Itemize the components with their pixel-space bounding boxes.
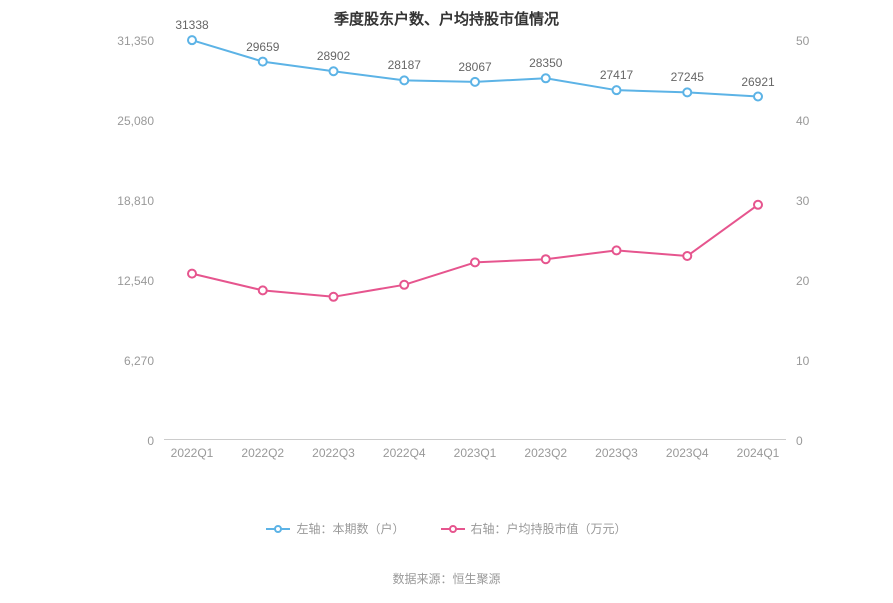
legend-marker	[266, 524, 290, 534]
series-marker	[754, 201, 762, 209]
y-left-tick: 12,540	[94, 274, 154, 288]
data-label: 29659	[246, 40, 279, 54]
series-marker	[471, 78, 479, 86]
data-label: 31338	[175, 18, 208, 32]
legend-marker	[441, 524, 465, 534]
series-marker	[542, 74, 550, 82]
plot-area	[164, 40, 786, 440]
data-label: 26921	[741, 75, 774, 89]
legend-item: 右轴：户均持股市值（万元）	[441, 520, 627, 537]
y-right-tick: 50	[796, 34, 836, 48]
y-right-tick: 20	[796, 274, 836, 288]
data-label: 27417	[600, 68, 633, 82]
series-marker	[613, 86, 621, 94]
legend-label: 左轴：本期数（户）	[296, 520, 404, 537]
y-right-tick: 40	[796, 114, 836, 128]
plot-svg	[164, 40, 786, 440]
x-tick: 2023Q4	[652, 446, 722, 460]
y-left-tick: 18,810	[94, 194, 154, 208]
x-tick: 2022Q2	[228, 446, 298, 460]
x-tick: 2022Q3	[299, 446, 369, 460]
x-tick: 2024Q1	[723, 446, 793, 460]
series-marker	[400, 76, 408, 84]
series-marker	[330, 67, 338, 75]
legend-label: 右轴：户均持股市值（万元）	[471, 520, 627, 537]
y-right-tick: 30	[796, 194, 836, 208]
data-label: 28350	[529, 56, 562, 70]
x-tick: 2023Q3	[582, 446, 652, 460]
y-right-tick: 10	[796, 354, 836, 368]
x-tick: 2023Q1	[440, 446, 510, 460]
series-marker	[259, 286, 267, 294]
y-left-tick: 31,350	[94, 34, 154, 48]
y-left-tick: 0	[94, 434, 154, 448]
series-marker	[754, 93, 762, 101]
series-marker	[188, 270, 196, 278]
series-marker	[613, 246, 621, 254]
series-marker	[400, 281, 408, 289]
data-label: 27245	[671, 70, 704, 84]
legend: 左轴：本期数（户） 右轴：户均持股市值（万元）	[0, 520, 893, 537]
y-left-tick: 6,270	[94, 354, 154, 368]
y-right-tick: 0	[796, 434, 836, 448]
x-tick: 2022Q4	[369, 446, 439, 460]
y-left-tick: 25,080	[94, 114, 154, 128]
data-source: 数据来源：恒生聚源	[0, 570, 893, 587]
data-label: 28187	[388, 58, 421, 72]
series-marker	[683, 88, 691, 96]
data-label: 28902	[317, 49, 350, 63]
x-tick: 2023Q2	[511, 446, 581, 460]
series-marker	[542, 255, 550, 263]
series-marker	[471, 258, 479, 266]
chart-container: 季度股东户数、户均持股市值情况 0 6,270 12,540 18,810 25,080…	[0, 0, 893, 500]
series-line-1	[192, 205, 758, 297]
x-tick: 2022Q1	[157, 446, 227, 460]
chart-title: 季度股东户数、户均持股市值情况	[0, 8, 893, 29]
series-marker	[259, 58, 267, 66]
legend-item: 左轴：本期数（户）	[266, 520, 404, 537]
series-marker	[188, 36, 196, 44]
series-marker	[330, 293, 338, 301]
series-marker	[683, 252, 691, 260]
data-label: 28067	[458, 60, 491, 74]
